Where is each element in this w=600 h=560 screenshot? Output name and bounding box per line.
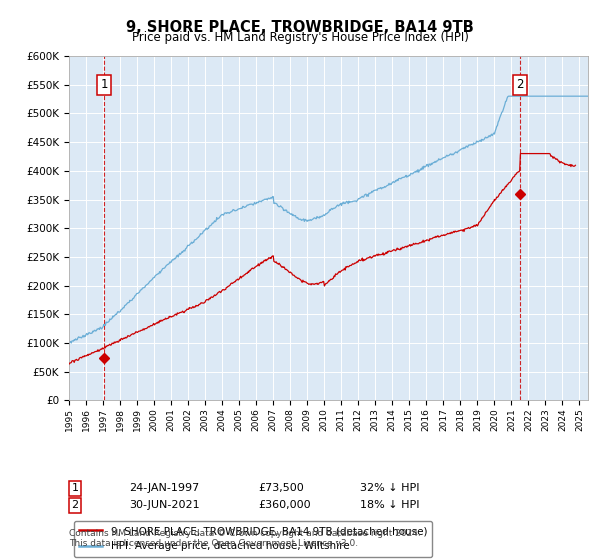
Text: 1: 1 (100, 78, 108, 91)
Text: £360,000: £360,000 (258, 500, 311, 510)
Text: Price paid vs. HM Land Registry's House Price Index (HPI): Price paid vs. HM Land Registry's House … (131, 31, 469, 44)
Text: £73,500: £73,500 (258, 483, 304, 493)
Text: 2: 2 (71, 500, 79, 510)
Text: 18% ↓ HPI: 18% ↓ HPI (360, 500, 419, 510)
Text: 9, SHORE PLACE, TROWBRIDGE, BA14 9TB: 9, SHORE PLACE, TROWBRIDGE, BA14 9TB (126, 20, 474, 35)
Text: 2: 2 (516, 78, 524, 91)
Text: 32% ↓ HPI: 32% ↓ HPI (360, 483, 419, 493)
Text: 24-JAN-1997: 24-JAN-1997 (129, 483, 199, 493)
Text: 30-JUN-2021: 30-JUN-2021 (129, 500, 200, 510)
Text: Contains HM Land Registry data © Crown copyright and database right 2024.
This d: Contains HM Land Registry data © Crown c… (69, 529, 421, 548)
Legend: 9, SHORE PLACE, TROWBRIDGE, BA14 9TB (detached house), HPI: Average price, detac: 9, SHORE PLACE, TROWBRIDGE, BA14 9TB (de… (74, 521, 433, 557)
Text: 1: 1 (71, 483, 79, 493)
